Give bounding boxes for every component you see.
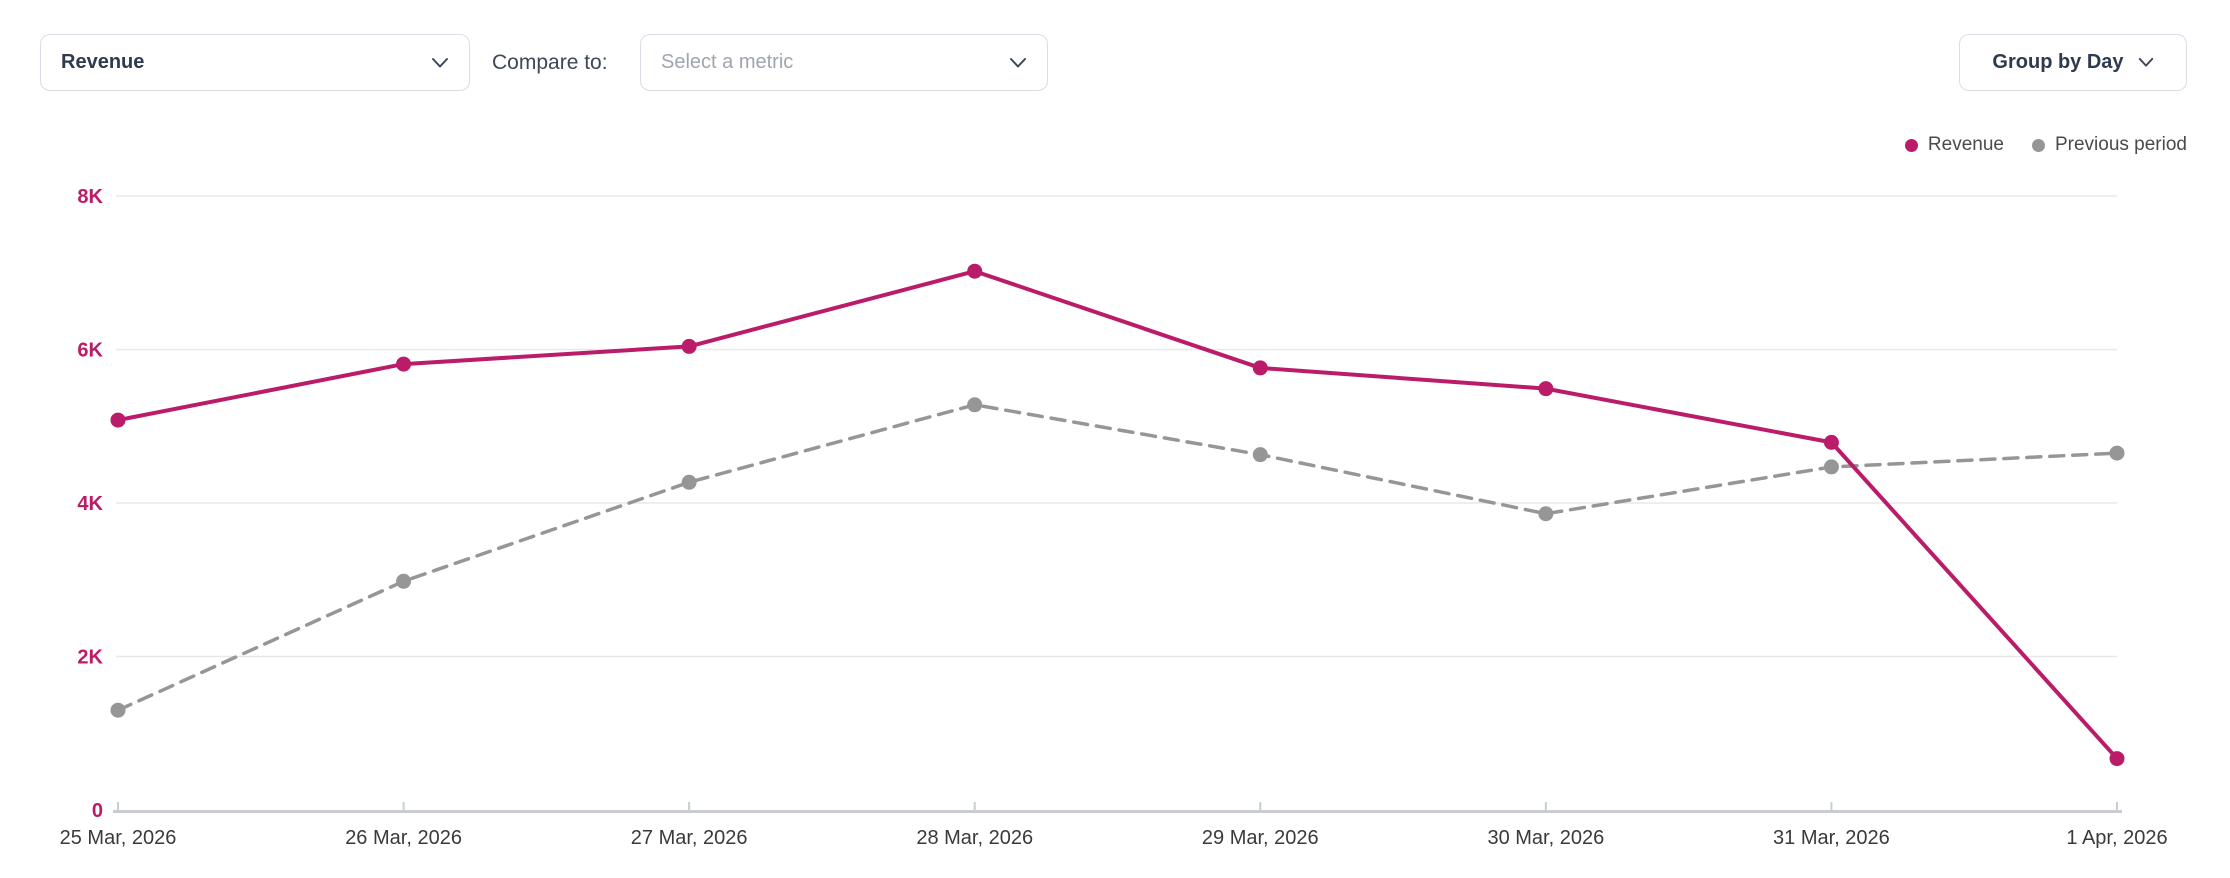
group-by-dropdown-value: Group by Day [1992, 51, 2124, 73]
previous-period-point[interactable] [681, 474, 697, 490]
x-axis-label: 31 Mar, 2026 [1773, 827, 1890, 849]
legend-marker-revenue [1904, 138, 1918, 152]
previous-period-point[interactable] [967, 397, 983, 413]
x-axis-label: 26 Mar, 2026 [345, 827, 462, 849]
metric-dropdown-value: Revenue [61, 51, 145, 73]
y-axis-label: 0 [92, 800, 103, 822]
compare-metric-placeholder: Select a metric [661, 51, 794, 73]
group-by-dropdown[interactable]: Group by Day [1959, 34, 2187, 91]
metric-dropdown[interactable]: Revenue [40, 34, 470, 91]
revenue-point[interactable] [1823, 434, 1839, 450]
x-axis-label: 30 Mar, 2026 [1487, 827, 1604, 849]
compare-to-label: Compare to: [492, 50, 608, 74]
y-axis-label: 6K [77, 340, 103, 362]
revenue-point[interactable] [681, 338, 697, 354]
previous-period-point[interactable] [2109, 445, 2125, 461]
revenue-point[interactable] [2109, 751, 2125, 767]
x-axis-label: 27 Mar, 2026 [631, 827, 748, 849]
legend-label-revenue: Revenue [1927, 134, 2004, 155]
revenue-point[interactable] [967, 263, 983, 279]
previous-period-point[interactable] [110, 702, 126, 718]
x-axis-label: 28 Mar, 2026 [916, 827, 1033, 849]
legend-label-previous-period: Previous period [2054, 134, 2187, 155]
revenue-point[interactable] [396, 356, 412, 372]
previous-period-point[interactable] [1538, 506, 1554, 522]
chevron-down-icon [2138, 57, 2153, 67]
y-axis-label: 8K [77, 186, 103, 208]
previous-period-point[interactable] [1252, 447, 1268, 463]
chevron-down-icon [432, 57, 448, 67]
revenue-line [116, 269, 2119, 761]
chart-legend: Revenue Previous period [1904, 134, 2187, 156]
legend-item-revenue[interactable]: Revenue [1904, 134, 2004, 156]
previous-period-point[interactable] [1823, 459, 1839, 475]
legend-item-previous-period[interactable]: Previous period [2031, 134, 2187, 156]
revenue-point[interactable] [1538, 381, 1554, 397]
previous-period-point[interactable] [396, 573, 412, 589]
revenue-point[interactable] [110, 412, 126, 428]
y-axis-label: 4K [77, 493, 103, 515]
compare-metric-dropdown[interactable]: Select a metric [640, 34, 1048, 91]
revenue-point[interactable] [1252, 360, 1268, 376]
y-axis-label: 2K [77, 647, 103, 669]
previous-period-line [116, 403, 2119, 712]
legend-marker-previous-period [2031, 138, 2045, 152]
x-axis-label: 25 Mar, 2026 [60, 827, 177, 849]
x-axis-label: 1 Apr, 2026 [2066, 827, 2167, 849]
x-axis-label: 29 Mar, 2026 [1202, 827, 1319, 849]
chevron-down-icon [1010, 57, 1026, 67]
